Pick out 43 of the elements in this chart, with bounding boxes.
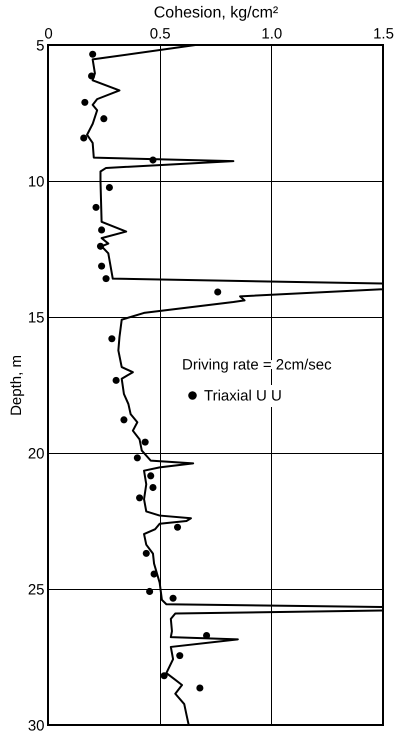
- x-tick-label: 0: [44, 26, 53, 42]
- point: [98, 262, 106, 270]
- point: [149, 484, 157, 492]
- point: [112, 376, 120, 384]
- y-tick-label: 5: [36, 38, 44, 54]
- legend-label: Triaxial U U: [204, 388, 282, 404]
- y-tick-label: 25: [28, 582, 44, 598]
- x-axis-title: Cohesion, kg/cm²: [154, 4, 279, 22]
- point: [98, 226, 106, 234]
- point: [146, 588, 154, 595]
- point: [106, 184, 113, 192]
- point: [102, 275, 110, 282]
- point: [150, 570, 158, 578]
- point: [142, 550, 150, 557]
- x-tick-label: 0.5: [150, 26, 171, 42]
- y-tick-label: 20: [28, 446, 44, 462]
- point: [136, 494, 144, 502]
- point: [196, 684, 204, 692]
- point: [96, 242, 104, 250]
- point: [149, 156, 157, 164]
- point: [108, 335, 116, 342]
- x-tick-label: 1.5: [373, 26, 394, 42]
- point: [92, 204, 100, 211]
- point: [81, 98, 88, 106]
- point: [80, 134, 88, 142]
- y-axis-title: Depth, m: [8, 355, 25, 416]
- annotation: Driving rate = 2cm/sec: [182, 356, 332, 374]
- point: [147, 472, 154, 480]
- point: [100, 115, 108, 122]
- y-tick-label: 10: [28, 174, 44, 190]
- point: [134, 454, 141, 462]
- y-tick-label: 15: [28, 310, 44, 326]
- point: [174, 524, 182, 531]
- point: [89, 50, 96, 58]
- point: [142, 438, 149, 446]
- point: [120, 416, 128, 424]
- point: [214, 288, 222, 296]
- point: [160, 672, 168, 680]
- point: [176, 652, 184, 660]
- y-tick-label: 30: [28, 718, 44, 734]
- point: [88, 72, 96, 80]
- point: [170, 594, 177, 602]
- x-tick-label: 1.0: [261, 26, 282, 42]
